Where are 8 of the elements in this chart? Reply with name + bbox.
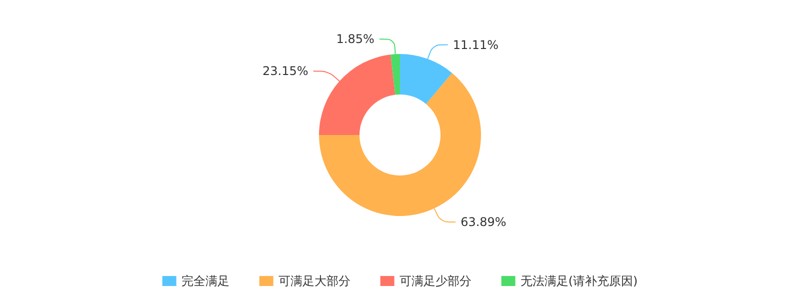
legend-label: 无法满足(请补充原因)	[520, 274, 638, 288]
legend-label: 可满足大部分	[278, 274, 350, 288]
legend-label: 完全满足	[181, 274, 230, 288]
legend-label: 可满足少部分	[399, 274, 472, 288]
data-label: 1.85%	[336, 32, 374, 46]
data-label: 23.15%	[262, 64, 308, 78]
data-label: 63.89%	[460, 215, 506, 230]
data-label: 11.11%	[452, 38, 499, 52]
